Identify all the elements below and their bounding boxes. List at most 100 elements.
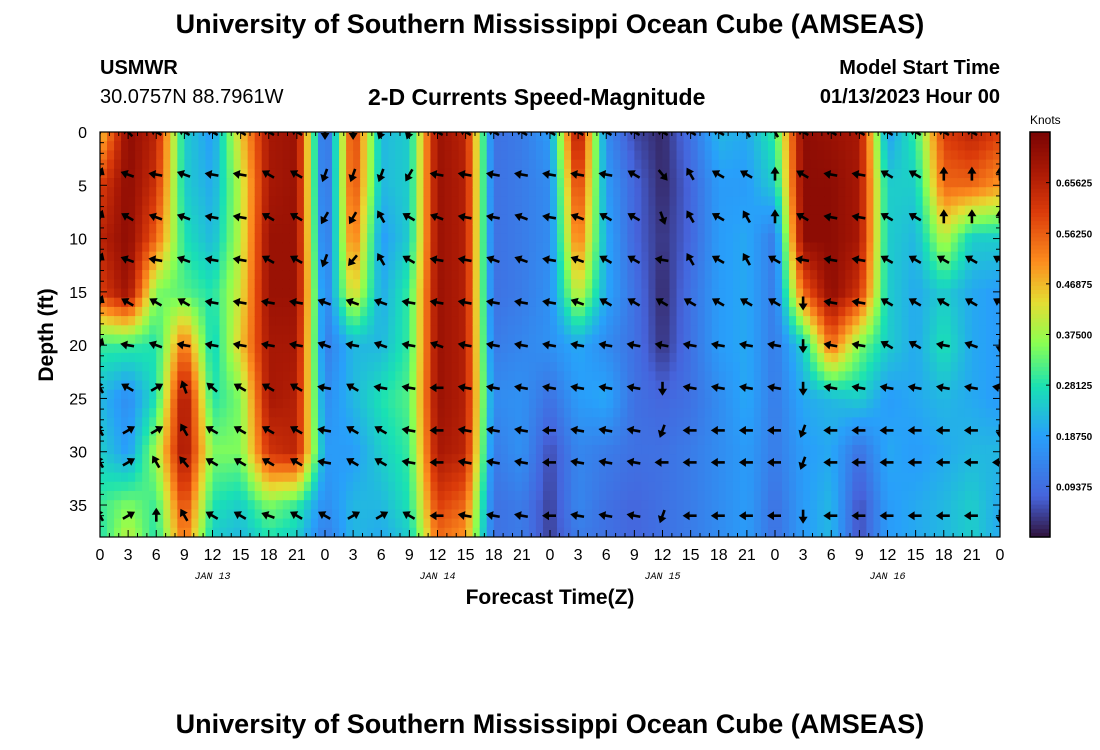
heatmap-cell bbox=[514, 500, 523, 510]
heatmap-cell bbox=[507, 325, 516, 336]
heatmap-cell bbox=[725, 270, 734, 280]
heatmap-cell bbox=[557, 352, 565, 363]
heatmap-cell bbox=[332, 316, 340, 326]
heatmap-cell bbox=[177, 426, 185, 437]
heatmap-cell bbox=[824, 343, 832, 354]
heatmap-cell bbox=[732, 205, 741, 216]
heatmap-cell bbox=[571, 288, 579, 299]
heatmap-cell bbox=[493, 371, 502, 382]
heatmap-cell bbox=[437, 408, 446, 418]
heatmap-cell bbox=[149, 371, 157, 382]
heatmap-cell bbox=[332, 408, 340, 418]
heatmap-cell bbox=[486, 435, 495, 446]
heatmap-cell bbox=[381, 481, 389, 492]
heatmap-cell bbox=[430, 518, 439, 529]
heatmap-cell bbox=[592, 178, 600, 188]
heatmap-cell bbox=[381, 306, 389, 317]
heatmap-cell bbox=[268, 362, 277, 372]
heatmap-cell bbox=[486, 141, 495, 151]
heatmap-cell bbox=[803, 398, 811, 409]
heatmap-cell bbox=[514, 463, 523, 474]
heatmap-cell bbox=[507, 178, 516, 188]
heatmap-cell bbox=[767, 132, 776, 142]
heatmap-cell bbox=[303, 132, 312, 142]
heatmap-cell bbox=[303, 408, 312, 418]
heatmap-cell bbox=[880, 371, 889, 382]
heatmap-cell bbox=[887, 509, 896, 520]
heatmap-cell bbox=[817, 306, 825, 317]
heatmap-cell bbox=[493, 214, 502, 225]
heatmap-cell bbox=[775, 316, 783, 326]
heatmap-cell bbox=[360, 132, 368, 142]
heatmap-cell bbox=[796, 233, 804, 244]
heatmap-cell bbox=[479, 490, 488, 501]
heatmap-cell bbox=[873, 288, 882, 299]
heatmap-cell bbox=[409, 141, 418, 151]
heatmap-cell bbox=[374, 408, 382, 418]
heatmap-cell bbox=[725, 527, 734, 537]
heatmap-cell bbox=[254, 279, 263, 290]
heatmap-cell bbox=[282, 233, 291, 244]
heatmap-cell bbox=[479, 343, 488, 354]
heatmap-cell bbox=[824, 500, 832, 510]
heatmap-cell bbox=[627, 389, 635, 400]
heatmap-cell bbox=[852, 527, 860, 537]
heatmap-cell bbox=[458, 343, 467, 354]
heatmap-cell bbox=[753, 159, 762, 170]
heatmap-cell bbox=[374, 224, 382, 234]
heatmap-cell bbox=[360, 233, 368, 244]
heatmap-cell bbox=[451, 260, 460, 271]
heatmap-cell bbox=[796, 435, 804, 446]
heatmap-cell bbox=[135, 371, 143, 382]
heatmap-cell bbox=[388, 334, 396, 345]
heatmap-cell bbox=[458, 362, 467, 372]
heatmap-cell bbox=[184, 509, 193, 520]
heatmap-cell bbox=[803, 527, 811, 537]
heatmap-cell bbox=[184, 343, 193, 354]
heatmap-cell bbox=[760, 288, 769, 299]
heatmap-cell bbox=[690, 297, 699, 308]
heatmap-cell bbox=[557, 518, 565, 529]
heatmap-cell bbox=[451, 224, 460, 234]
heatmap-cell bbox=[458, 205, 467, 216]
heatmap-cell bbox=[732, 316, 741, 326]
heatmap-cell bbox=[514, 362, 523, 372]
heatmap-cell bbox=[894, 187, 903, 198]
heatmap-cell bbox=[676, 435, 685, 446]
heatmap-cell bbox=[268, 334, 277, 345]
heatmap-cell bbox=[606, 454, 614, 464]
heatmap-cell bbox=[451, 371, 460, 382]
heatmap-cell bbox=[831, 205, 839, 216]
heatmap-cell bbox=[325, 187, 333, 198]
heatmap-cell bbox=[254, 251, 263, 262]
heatmap-cell bbox=[339, 472, 347, 483]
heatmap-cell bbox=[289, 408, 298, 418]
heatmap-cell bbox=[613, 352, 621, 363]
heatmap-cell bbox=[367, 481, 375, 492]
heatmap-cell bbox=[212, 481, 221, 492]
heatmap-cell bbox=[564, 242, 572, 253]
heatmap-cell bbox=[268, 270, 277, 280]
heatmap-cell bbox=[669, 306, 678, 317]
heatmap-cell bbox=[423, 500, 432, 510]
heatmap-cell bbox=[149, 196, 157, 207]
heatmap-cell bbox=[704, 380, 713, 391]
heatmap-cell bbox=[451, 187, 460, 198]
heatmap-cell bbox=[303, 343, 312, 354]
heatmap-cell bbox=[824, 306, 832, 317]
heatmap-cell bbox=[697, 178, 706, 188]
heatmap-cell bbox=[796, 159, 804, 170]
heatmap-cell bbox=[388, 343, 396, 354]
heatmap-cell bbox=[247, 481, 256, 492]
heatmap-cell bbox=[620, 233, 628, 244]
heatmap-cell bbox=[381, 205, 389, 216]
heatmap-cell bbox=[514, 242, 523, 253]
heatmap-cell bbox=[226, 205, 235, 216]
heatmap-cell bbox=[542, 518, 551, 529]
heatmap-cell bbox=[782, 233, 790, 244]
heatmap-cell bbox=[746, 444, 755, 455]
heatmap-cell bbox=[437, 343, 446, 354]
heatmap-cell bbox=[472, 159, 481, 170]
heatmap-cell bbox=[697, 214, 706, 225]
heatmap-cell bbox=[887, 325, 896, 336]
